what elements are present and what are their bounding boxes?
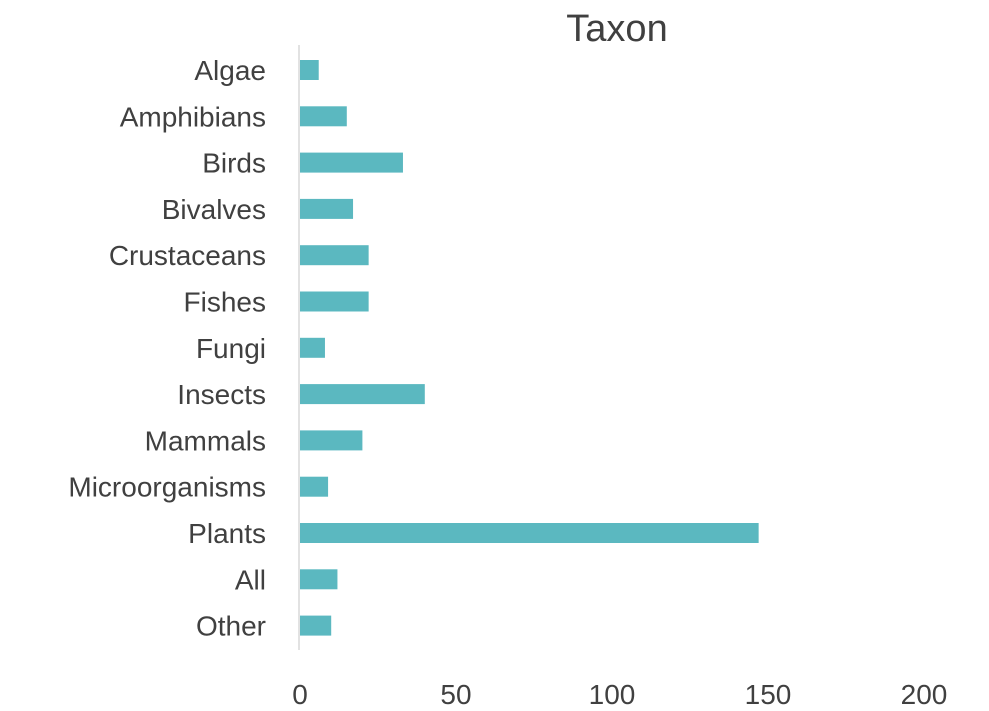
category-label-bivalves: Bivalves xyxy=(162,194,266,225)
x-tick-label-200: 200 xyxy=(901,679,948,710)
category-label-fungi: Fungi xyxy=(196,333,266,364)
category-label-fishes: Fishes xyxy=(184,287,266,318)
bar-all xyxy=(300,569,338,590)
category-labels: Algae Amphibians Birds Bivalves Crustaceans F… xyxy=(68,55,266,642)
category-label-mammals: Mammals xyxy=(145,425,266,456)
bar-algae xyxy=(300,60,319,80)
bar-fungi xyxy=(300,337,325,358)
bar-mammals xyxy=(300,430,363,451)
bar-microorganisms xyxy=(300,476,329,497)
bar-birds xyxy=(300,152,403,173)
bar-crustaceans xyxy=(300,245,369,266)
chart-title: Taxon xyxy=(566,8,667,50)
category-label-plants: Plants xyxy=(188,518,266,549)
category-label-insects: Insects xyxy=(177,379,266,410)
category-label-birds: Birds xyxy=(202,148,266,179)
category-label-microorganisms: Microorganisms xyxy=(68,472,266,503)
bar-amphibians xyxy=(300,106,347,127)
bar-other xyxy=(300,615,332,636)
bar-bivalves xyxy=(300,198,354,219)
x-tick-label-100: 100 xyxy=(589,679,636,710)
bar-plants xyxy=(300,523,759,543)
category-label-amphibians: Amphibians xyxy=(120,101,266,132)
category-label-all: All xyxy=(235,564,266,595)
x-tick-labels: 0 50 100 150 200 xyxy=(292,679,947,710)
x-tick-label-0: 0 xyxy=(292,679,308,710)
category-label-other: Other xyxy=(196,611,266,642)
category-label-algae: Algae xyxy=(194,55,266,86)
bars-group xyxy=(300,60,759,636)
category-label-crustaceans: Crustaceans xyxy=(109,240,266,271)
x-tick-label-50: 50 xyxy=(440,679,471,710)
x-tick-label-150: 150 xyxy=(745,679,792,710)
bar-insects xyxy=(300,384,425,405)
bar-fishes xyxy=(300,291,369,312)
